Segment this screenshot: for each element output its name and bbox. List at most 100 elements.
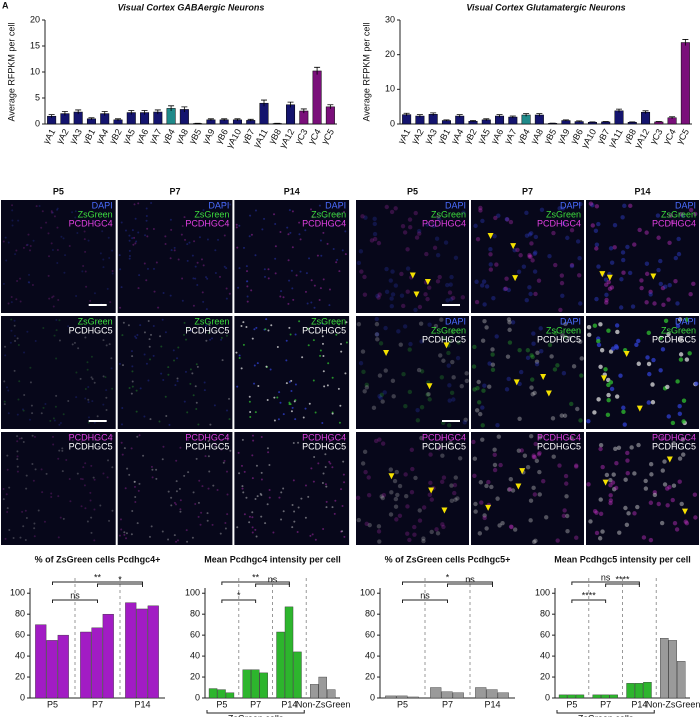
- cell-signal: [487, 385, 491, 389]
- x-tick-label: γA5: [476, 127, 492, 145]
- cell-signal: [14, 335, 16, 337]
- cell-signal: [596, 264, 600, 268]
- cell-signal: [420, 405, 424, 409]
- cell-signal: [100, 252, 102, 254]
- y-axis-label: Average RFPKM per cell: [6, 23, 16, 122]
- cell-signal: [256, 465, 258, 467]
- cell-signal: [81, 505, 83, 507]
- cell-signal: [394, 505, 398, 509]
- cell-signal: [621, 271, 625, 275]
- cell-signal: [4, 401, 6, 403]
- cell-signal: [242, 488, 244, 490]
- cell-signal: [454, 256, 458, 260]
- bar: [681, 43, 689, 124]
- cell-signal: [174, 247, 176, 249]
- cell-signal: [179, 447, 181, 449]
- cell-signal: [645, 272, 649, 276]
- cell-signal: [488, 252, 492, 256]
- cell-signal: [531, 342, 535, 346]
- cell-signal: [63, 518, 65, 520]
- cell-signal: [436, 279, 440, 283]
- cell-signal: [208, 455, 210, 457]
- cell-signal: [623, 478, 627, 482]
- cell-signal: [380, 399, 384, 403]
- cell-signal: [286, 227, 288, 229]
- cell-signal: [267, 268, 269, 270]
- cell-signal: [64, 254, 66, 256]
- cell-signal: [298, 507, 300, 509]
- cell-signal: [120, 529, 122, 531]
- cell-signal: [415, 235, 419, 239]
- cell-signal: [165, 243, 167, 245]
- cell-signal: [479, 500, 483, 504]
- cell-signal: [19, 438, 21, 440]
- cell-signal: [484, 484, 488, 488]
- cell-signal: [441, 359, 445, 363]
- cell-signal: [220, 533, 222, 535]
- cell-signal: [445, 298, 449, 302]
- cell-signal: [480, 405, 484, 409]
- cell-signal: [189, 383, 191, 385]
- cell-signal: [267, 451, 269, 453]
- cell-signal: [606, 328, 610, 332]
- cell-signal: [174, 249, 176, 251]
- cell-signal: [367, 475, 371, 479]
- cell-signal: [149, 418, 151, 420]
- cell-signal: [204, 389, 206, 391]
- cell-signal: [175, 541, 177, 543]
- cell-signal: [297, 531, 299, 533]
- cell-signal: [165, 415, 167, 417]
- cell-signal: [667, 241, 671, 245]
- cell-signal: [111, 250, 113, 252]
- cell-signal: [48, 255, 50, 257]
- cell-signal: [535, 362, 539, 366]
- x-tick-label: γA8: [174, 127, 190, 145]
- cell-signal: [342, 461, 344, 463]
- cell-signal: [16, 280, 18, 282]
- cell-signal: [319, 299, 321, 301]
- cell-signal: [278, 418, 280, 420]
- cell-signal: [140, 387, 142, 389]
- cell-signal: [31, 405, 33, 407]
- cell-signal: [139, 324, 141, 326]
- x-tick-label: γB4: [160, 127, 176, 145]
- bar: [610, 695, 618, 698]
- cell-signal: [122, 364, 124, 366]
- cell-signal: [252, 477, 254, 479]
- cell-signal: [251, 516, 253, 518]
- cell-signal: [4, 403, 6, 405]
- chart-title: Mean Pcdhgc5 intensity per cell: [554, 554, 691, 564]
- significance-label: ns: [268, 574, 278, 584]
- bar: [285, 607, 293, 698]
- cell-signal: [447, 363, 451, 367]
- cell-signal: [440, 522, 444, 526]
- cell-signal: [620, 215, 624, 219]
- cell-signal: [170, 219, 172, 221]
- cell-signal: [249, 235, 251, 237]
- cell-signal: [661, 303, 665, 307]
- cell-signal: [112, 272, 114, 274]
- cell-signal: [131, 533, 133, 535]
- cell-signal: [526, 356, 530, 360]
- cell-signal: [661, 347, 665, 351]
- cell-signal: [238, 267, 240, 269]
- cell-signal: [482, 302, 486, 306]
- cell-signal: [311, 279, 313, 281]
- cell-signal: [493, 216, 497, 220]
- cell-signal: [237, 287, 239, 289]
- cell-signal: [164, 235, 166, 237]
- cell-signal: [506, 354, 510, 358]
- cell-signal: [315, 412, 317, 414]
- cell-signal: [23, 410, 25, 412]
- cell-signal: [69, 500, 71, 502]
- cell-signal: [238, 472, 240, 474]
- cell-signal: [651, 358, 655, 362]
- y-tick-label: 100: [10, 588, 25, 598]
- cell-signal: [295, 383, 297, 385]
- cell-signal: [363, 292, 367, 296]
- cell-signal: [694, 382, 698, 386]
- cell-signal: [111, 510, 113, 512]
- cell-signal: [564, 481, 568, 485]
- cell-signal: [15, 298, 17, 300]
- cell-signal: [177, 346, 179, 348]
